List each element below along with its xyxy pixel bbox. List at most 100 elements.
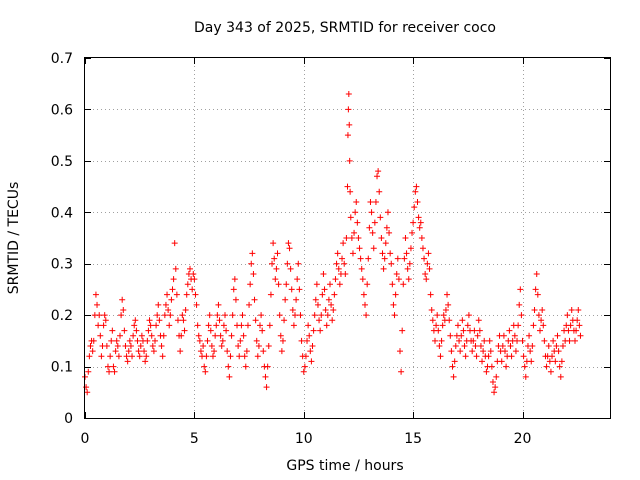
- data-point: [346, 157, 353, 164]
- data-point: [566, 337, 573, 344]
- data-point: [161, 312, 168, 319]
- data-point: [365, 255, 372, 262]
- data-point: [438, 337, 445, 344]
- data-point: [111, 368, 118, 375]
- data-point: [318, 312, 325, 319]
- data-point: [232, 296, 239, 303]
- data-point: [358, 265, 365, 272]
- data-point: [492, 384, 499, 391]
- data-point: [433, 322, 440, 329]
- data-point: [251, 296, 258, 303]
- data-point: [165, 307, 172, 313]
- data-point: [322, 307, 329, 313]
- data-point: [114, 343, 121, 349]
- data-point: [133, 327, 140, 334]
- data-point: [300, 368, 307, 375]
- data-point: [194, 322, 201, 329]
- data-point: [457, 348, 464, 355]
- data-point: [90, 337, 97, 344]
- data-point: [264, 363, 271, 370]
- y-tick-label: 0.6: [51, 102, 73, 118]
- data-point: [499, 343, 506, 349]
- data-point: [439, 322, 446, 329]
- data-point: [301, 363, 308, 370]
- data-point: [417, 219, 424, 226]
- data-point: [325, 296, 332, 303]
- data-point: [204, 337, 211, 344]
- data-point: [345, 106, 352, 113]
- data-point: [357, 255, 364, 262]
- data-point: [567, 322, 574, 329]
- data-point: [424, 260, 431, 267]
- data-point: [432, 337, 438, 344]
- data-point: [146, 317, 153, 324]
- data-point: [445, 301, 452, 308]
- data-point: [407, 245, 414, 252]
- data-point: [418, 235, 425, 241]
- data-point: [197, 348, 204, 355]
- data-point: [242, 363, 249, 370]
- data-point: [246, 301, 253, 308]
- data-point: [545, 343, 552, 349]
- data-point: [458, 332, 465, 339]
- data-point: [119, 296, 126, 303]
- data-point: [100, 322, 107, 329]
- data-point: [323, 322, 330, 329]
- data-point: [254, 353, 261, 360]
- data-point: [464, 322, 471, 329]
- data-point: [179, 312, 186, 319]
- data-point: [152, 337, 158, 344]
- data-point: [541, 337, 548, 344]
- data-point: [266, 322, 273, 329]
- data-point: [120, 307, 127, 313]
- data-point: [334, 250, 341, 257]
- data-point: [257, 322, 263, 329]
- data-point: [380, 265, 387, 272]
- data-point: [189, 286, 196, 293]
- data-point: [340, 240, 347, 247]
- data-point: [556, 363, 563, 370]
- data-point: [190, 271, 197, 277]
- data-point: [109, 327, 116, 334]
- data-point: [480, 348, 487, 355]
- data-point: [423, 276, 430, 283]
- data-point: [129, 353, 136, 360]
- data-point: [150, 348, 157, 355]
- data-point: [309, 343, 316, 349]
- data-point: [104, 363, 111, 370]
- data-point: [557, 373, 564, 380]
- data-point: [141, 348, 148, 355]
- data-point: [372, 199, 379, 205]
- data-point: [229, 312, 236, 319]
- data-point: [293, 296, 300, 303]
- data-point: [344, 132, 351, 139]
- data-point: [465, 312, 472, 319]
- data-point: [564, 312, 571, 319]
- data-point: [436, 343, 443, 349]
- data-point: [469, 348, 476, 355]
- data-point: [102, 317, 109, 324]
- data-point: [269, 260, 276, 267]
- data-point: [364, 281, 371, 288]
- data-point: [393, 271, 400, 277]
- data-point: [343, 235, 350, 241]
- data-point: [248, 260, 255, 267]
- data-point: [519, 337, 526, 344]
- data-point: [220, 322, 227, 329]
- data-point: [346, 121, 353, 128]
- data-point: [296, 286, 303, 293]
- data-point: [341, 260, 348, 267]
- data-point: [379, 250, 386, 257]
- data-point: [95, 322, 102, 329]
- data-point: [108, 337, 115, 344]
- data-point: [486, 337, 493, 344]
- data-point: [297, 312, 304, 319]
- data-point: [191, 276, 198, 283]
- data-point: [376, 188, 383, 195]
- data-point: [103, 343, 110, 349]
- data-point: [574, 317, 581, 324]
- data-point: [263, 384, 270, 391]
- data-point: [345, 91, 352, 97]
- data-point: [506, 327, 513, 334]
- data-point: [324, 312, 331, 319]
